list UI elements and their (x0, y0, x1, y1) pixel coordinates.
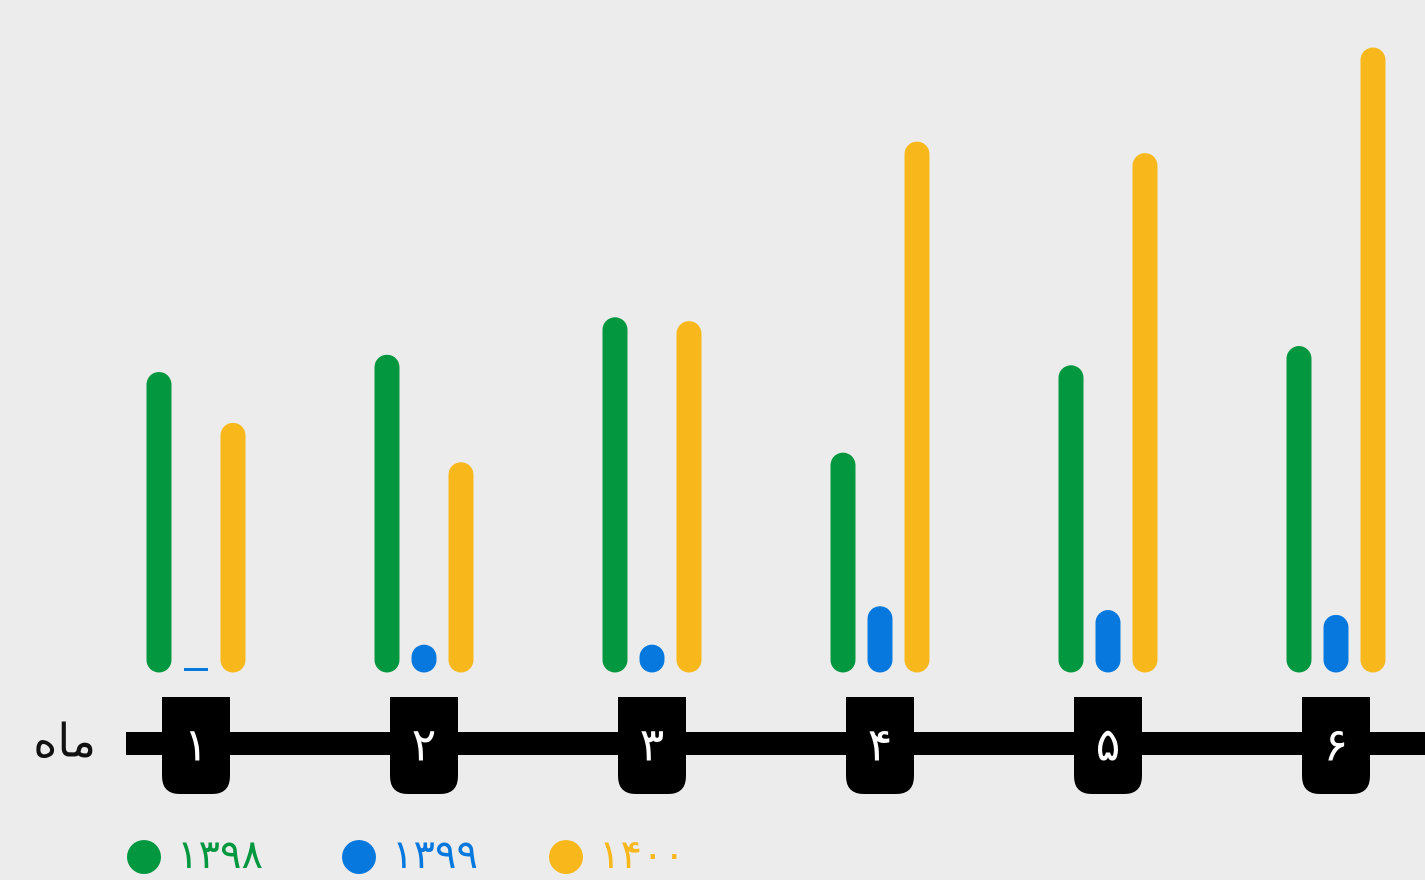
x-tick-tab (162, 697, 230, 794)
x-tick-tab (846, 697, 914, 794)
x-axis-title: ماه (33, 714, 96, 768)
legend-label: ۱۴۰۰ (599, 832, 685, 878)
legend-swatch (342, 840, 376, 874)
x-tick-label: ۴ (868, 718, 893, 772)
x-axis-ticks: ۱ ۲ ۳ ۴ ۵ ۶ (162, 697, 1370, 794)
x-tick-tab (390, 697, 458, 794)
legend-label: ۱۳۹۸ (177, 832, 263, 878)
x-tick-label: ۵ (1096, 718, 1121, 772)
bars-layer (146, 47, 1386, 673)
legend-swatch (127, 840, 161, 874)
legend-label: ۱۳۹۹ (392, 832, 478, 878)
x-tick-tab (1302, 697, 1370, 794)
x-tick-label: ۲ (412, 718, 437, 772)
x-tick-tab (618, 697, 686, 794)
x-tick-label: ۱ (184, 718, 209, 772)
x-tick-label: ۶ (1324, 718, 1349, 772)
x-tick-label: ۳ (640, 718, 665, 772)
x-axis-line (126, 732, 1425, 755)
bar-zero-marker (184, 668, 208, 671)
x-axis: ماه ۱ ۲ ۳ ۴ ۵ ۶ (33, 697, 1425, 794)
legend: ۱۳۹۸ ۱۳۹۹ ۱۴۰۰ (127, 832, 685, 878)
legend-swatch (549, 840, 583, 874)
x-tick-tab (1074, 697, 1142, 794)
